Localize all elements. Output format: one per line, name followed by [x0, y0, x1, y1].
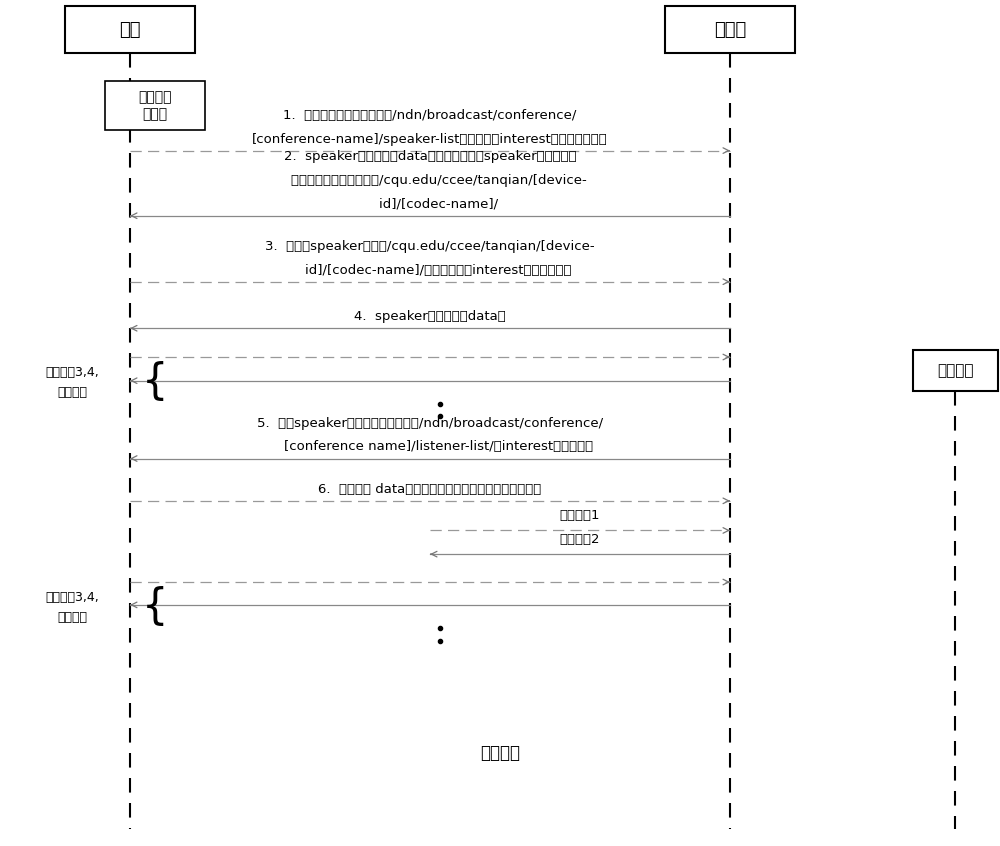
Text: 重复步骤2: 重复步骤2	[560, 533, 600, 546]
Text: 其发言内容的名字前缀为/cqu.edu/ccee/tanqian/[device-: 其发言内容的名字前缀为/cqu.edu/ccee/tanqian/[device…	[274, 174, 586, 187]
Text: {: {	[142, 361, 168, 404]
Text: 1.  会议开始时，用户发出以/ndn/broadcast/conference/: 1. 会议开始时，用户发出以/ndn/broadcast/conference/	[283, 109, 577, 122]
Bar	[665, 6, 795, 53]
Text: 6.  用户回复 data包，表明已经检测到有新的发言者出现: 6. 用户回复 data包，表明已经检测到有新的发言者出现	[318, 483, 542, 496]
Text: 新发言者: 新发言者	[937, 363, 973, 378]
Text: 数据通信: 数据通信	[57, 611, 87, 624]
Text: 会议结束: 会议结束	[480, 744, 520, 762]
Text: 5.  新的speaker出现，发出相应的以/ndn/broadcast/conference/: 5. 新的speaker出现，发出相应的以/ndn/broadcast/conf…	[257, 417, 603, 430]
Bar	[65, 6, 195, 53]
Text: 重复步骤3,4,: 重复步骤3,4,	[45, 591, 99, 604]
Text: id]/[codec-name]/为名字前缀的interest包去请求数据: id]/[codec-name]/为名字前缀的interest包去请求数据	[288, 264, 572, 277]
Text: 发现会议
并加入: 发现会议 并加入	[138, 91, 172, 121]
Text: 听众: 听众	[119, 20, 141, 39]
Text: 4.  speaker回复相应的data包: 4. speaker回复相应的data包	[354, 310, 506, 323]
Text: 重复步骤1: 重复步骤1	[560, 509, 600, 522]
Text: 3.  直接向speaker发出以/cqu.edu/ccee/tanqian/[device-: 3. 直接向speaker发出以/cqu.edu/ccee/tanqian/[d…	[265, 240, 595, 253]
Text: id]/[codec-name]/: id]/[codec-name]/	[362, 198, 498, 211]
Bar	[912, 350, 998, 391]
Text: 数据通信: 数据通信	[57, 386, 87, 399]
Bar	[105, 81, 205, 130]
Text: [conference name]/listener-list/的interest包通知听众: [conference name]/listener-list/的interes…	[267, 441, 593, 453]
Text: [conference-name]/speaker-list为目的地的interest包去检测发言者: [conference-name]/speaker-list为目的地的inter…	[252, 133, 608, 146]
Text: 2.  speaker回复相应的data包，表明自己是speaker，并且通知: 2. speaker回复相应的data包，表明自己是speaker，并且通知	[284, 151, 576, 163]
Text: 重复步骤3,4,: 重复步骤3,4,	[45, 365, 99, 379]
Text: 发言者: 发言者	[714, 20, 746, 39]
Text: {: {	[142, 586, 168, 629]
